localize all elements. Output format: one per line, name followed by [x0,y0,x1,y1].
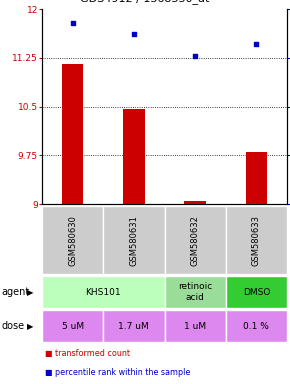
Bar [246,152,267,204]
Point [254,41,259,47]
Text: DMSO: DMSO [243,288,270,296]
Text: KHS101: KHS101 [86,288,121,296]
Text: 0.1 %: 0.1 % [243,321,269,331]
Point [193,53,197,59]
Bar [123,109,145,204]
Text: GSM580632: GSM580632 [191,215,200,265]
Text: GDS4912 / 1368330_at: GDS4912 / 1368330_at [80,0,210,3]
Bar [62,65,83,204]
Text: GSM580633: GSM580633 [252,215,261,266]
Text: retinoic
acid: retinoic acid [178,282,212,302]
Text: ▶: ▶ [27,321,34,331]
Text: 5 uM: 5 uM [61,321,84,331]
Text: dose: dose [1,321,25,331]
Text: GSM580631: GSM580631 [129,215,138,265]
Text: 1.7 uM: 1.7 uM [119,321,149,331]
Text: GSM580630: GSM580630 [68,215,77,265]
Point [70,20,75,26]
Text: 1 uM: 1 uM [184,321,206,331]
Text: agent: agent [1,287,30,297]
Text: ■ transformed count: ■ transformed count [45,349,130,358]
Text: ■ percentile rank within the sample: ■ percentile rank within the sample [45,368,190,377]
Text: ▶: ▶ [27,288,34,296]
Bar [184,201,206,204]
Point [132,31,136,38]
